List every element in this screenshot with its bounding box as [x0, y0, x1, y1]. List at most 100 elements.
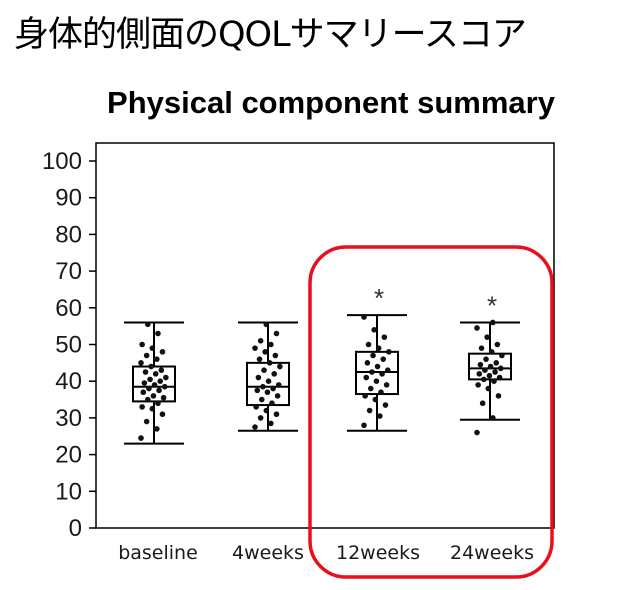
data-point — [159, 349, 166, 355]
data-point — [369, 369, 375, 375]
data-point — [371, 327, 377, 333]
y-tick-label: 50 — [55, 332, 82, 359]
x-tick-label: 24weeks — [450, 542, 534, 564]
data-point — [138, 360, 144, 366]
data-point — [154, 426, 160, 432]
data-point — [477, 361, 484, 368]
highlight-frame — [308, 245, 554, 579]
y-tick-label: 40 — [55, 368, 82, 395]
data-point — [148, 363, 154, 370]
data-point — [138, 435, 144, 441]
data-point — [479, 400, 486, 407]
data-point — [499, 352, 505, 359]
data-point — [257, 415, 264, 421]
page-heading: 身体的側面のQOLサマリースコア — [14, 15, 527, 55]
y-tick-label: 10 — [55, 478, 82, 505]
data-point — [262, 349, 268, 355]
data-point — [382, 402, 389, 408]
data-point — [149, 345, 156, 351]
data-point — [253, 404, 259, 410]
y-tick-label: 90 — [55, 185, 82, 212]
data-point — [488, 349, 495, 355]
y-tick-label: 60 — [55, 295, 82, 322]
data-point — [163, 374, 169, 381]
data-point — [486, 372, 493, 379]
box-iqr — [246, 361, 290, 407]
data-point — [160, 394, 167, 401]
data-point — [152, 371, 159, 377]
data-point — [258, 396, 265, 403]
x-tick-label: baseline — [118, 542, 198, 564]
data-point — [490, 319, 496, 326]
data-point — [381, 334, 388, 340]
data-point — [374, 363, 381, 370]
data-point — [252, 345, 258, 351]
data-point — [361, 422, 367, 429]
data-point — [254, 387, 261, 394]
data-point — [386, 349, 392, 355]
data-point — [155, 400, 161, 407]
data-point — [487, 363, 494, 370]
x-tick-label: 4weeks — [232, 542, 304, 564]
data-point — [483, 356, 489, 362]
data-point — [373, 378, 380, 385]
data-point — [151, 382, 158, 388]
data-point — [159, 411, 166, 418]
data-point — [491, 378, 497, 385]
data-point — [478, 345, 485, 351]
data-point — [367, 385, 374, 392]
y-tick-label: 20 — [55, 442, 82, 469]
significance-marker: * — [374, 283, 384, 313]
data-point — [257, 338, 264, 344]
data-point — [496, 374, 503, 381]
x-tick-label: 12weeks — [336, 542, 420, 564]
data-point — [273, 330, 280, 337]
plot-frame — [95, 142, 555, 529]
data-point — [490, 415, 496, 421]
data-point — [143, 352, 150, 359]
significance-marker: * — [487, 290, 497, 320]
data-point — [265, 378, 272, 385]
data-point — [161, 383, 168, 390]
y-tick-label: 0 — [69, 515, 82, 542]
data-point — [144, 321, 151, 328]
data-point — [365, 341, 372, 348]
data-point — [142, 369, 149, 375]
data-point — [270, 385, 276, 392]
data-point — [139, 404, 145, 410]
data-point — [366, 407, 373, 414]
data-point — [140, 389, 147, 396]
data-point — [480, 376, 487, 383]
data-point — [372, 396, 379, 403]
data-point — [150, 393, 157, 399]
data-point — [377, 413, 383, 419]
data-point — [263, 321, 270, 328]
data-point — [277, 363, 283, 370]
data-point — [484, 334, 490, 340]
data-point — [494, 341, 501, 348]
y-tick-label: 100 — [42, 148, 82, 175]
data-point — [156, 387, 162, 394]
data-point — [383, 382, 390, 388]
data-point — [155, 330, 161, 337]
data-point — [275, 382, 282, 388]
data-point — [141, 380, 148, 386]
data-point — [158, 367, 165, 373]
chart-title: Physical component summary — [107, 85, 556, 120]
data-point — [157, 378, 164, 385]
data-point — [263, 407, 270, 414]
y-tick-label: 30 — [55, 405, 82, 432]
data-point — [149, 405, 156, 412]
data-point — [370, 352, 376, 359]
box-group — [238, 321, 298, 432]
data-point — [378, 389, 384, 396]
data-point — [268, 341, 274, 348]
data-point — [252, 424, 258, 430]
data-point — [256, 356, 263, 362]
data-point — [493, 360, 500, 366]
data-point — [475, 382, 481, 388]
data-point — [268, 420, 274, 427]
data-point — [361, 314, 367, 320]
data-point — [144, 396, 151, 403]
